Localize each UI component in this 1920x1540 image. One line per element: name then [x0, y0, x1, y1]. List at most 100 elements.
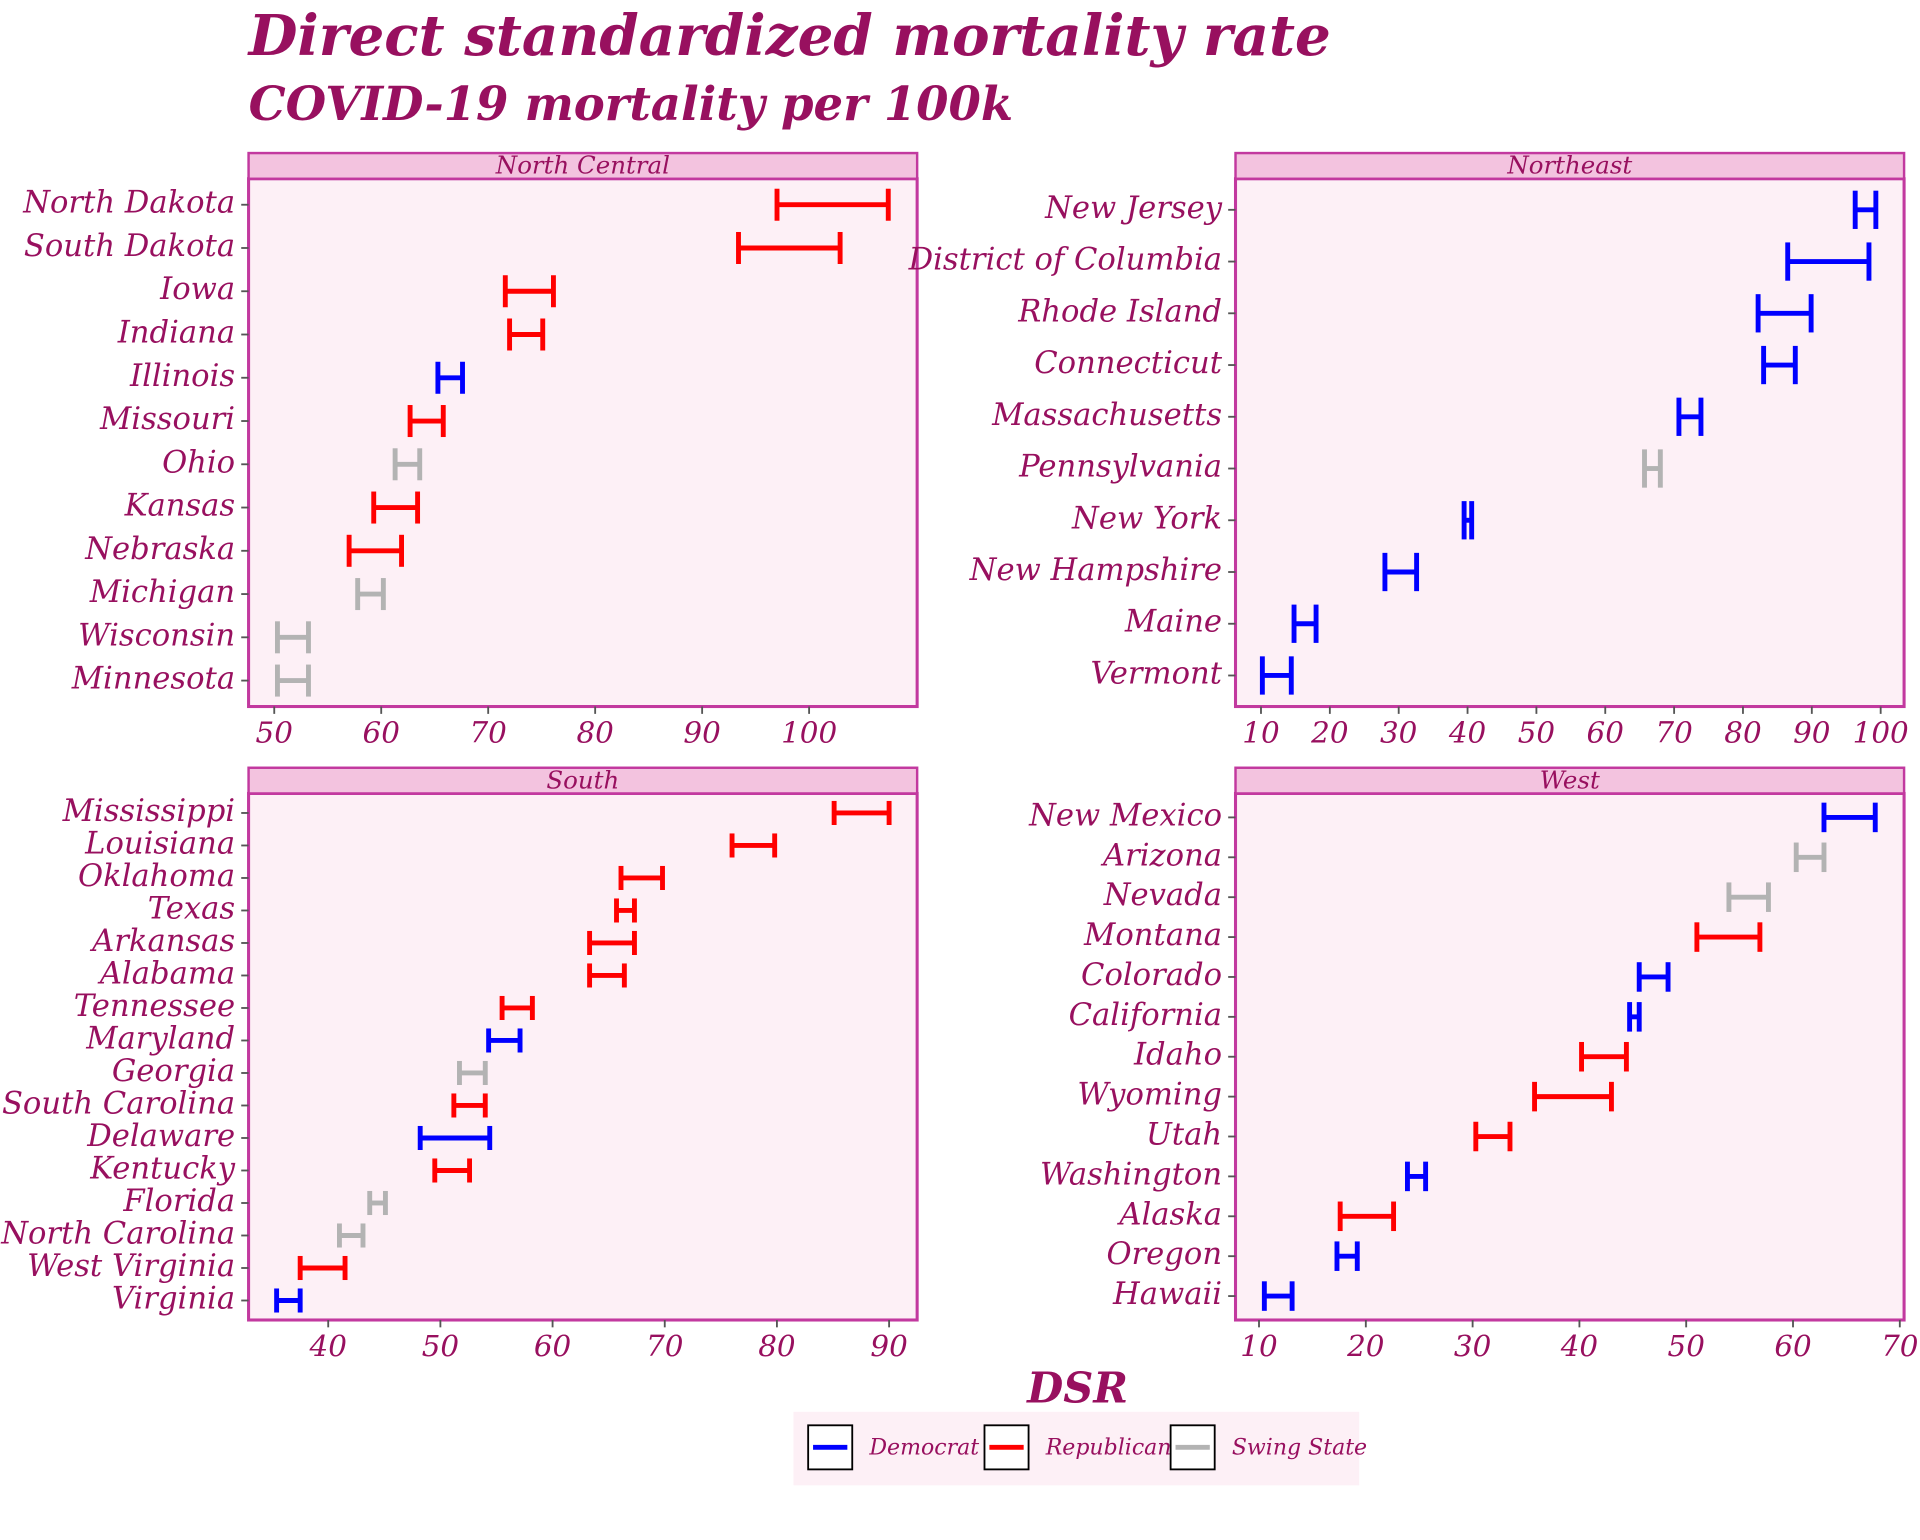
error-bar — [831, 800, 892, 825]
category-label: Iowa — [159, 272, 235, 307]
error-bar — [1261, 1281, 1295, 1311]
error-bar — [346, 534, 404, 567]
category-label: Tennessee — [74, 989, 235, 1024]
chart-title: Direct standardized mortality rate — [247, 3, 1331, 69]
x-tick-label: 70 — [646, 1329, 683, 1363]
x-tick-label: 30 — [1454, 1329, 1491, 1363]
error-bar — [407, 405, 446, 438]
error-bar — [417, 1125, 493, 1151]
error-bar — [336, 1223, 366, 1248]
category-label: Washington — [1040, 1157, 1222, 1192]
error-bar — [587, 930, 637, 956]
category-label: Vermont — [1091, 656, 1223, 691]
x-tick-label: 30 — [1380, 716, 1417, 750]
category-label: Texas — [148, 891, 235, 926]
category-label: Delaware — [86, 1119, 235, 1154]
category-label: North Dakota — [22, 186, 235, 221]
x-tick-label: 50 — [1518, 716, 1555, 750]
category-label: Idaho — [1133, 1038, 1222, 1073]
x-tick-label: 70 — [1655, 716, 1692, 750]
x-tick-label: 50 — [1668, 1329, 1705, 1363]
legend-label: Swing State — [1232, 1436, 1367, 1461]
x-tick-label: 40 — [1448, 716, 1486, 750]
category-label: District of Columbia — [908, 243, 1222, 278]
error-bar — [371, 491, 421, 524]
error-bar — [275, 664, 311, 697]
panel-background — [1233, 177, 1906, 709]
category-label: Alaska — [1116, 1197, 1222, 1232]
x-tick-label: 90 — [1793, 716, 1830, 750]
category-label: Massachusetts — [991, 398, 1222, 433]
category-label: Oregon — [1106, 1237, 1222, 1272]
error-bar — [1461, 501, 1475, 540]
category-label: Georgia — [112, 1054, 235, 1089]
error-bar — [1291, 604, 1319, 643]
category-label: Arkansas — [89, 924, 235, 959]
error-bar — [451, 1093, 488, 1118]
x-tick-label: 90 — [870, 1329, 907, 1363]
error-bar — [1259, 656, 1294, 695]
category-label: Oklahoma — [78, 859, 235, 894]
x-tick-label: 10 — [1242, 716, 1279, 750]
error-bar — [1636, 962, 1671, 992]
category-label: Wyoming — [1077, 1078, 1222, 1113]
category-label: Rhode Island — [1017, 294, 1222, 329]
category-label: Michigan — [89, 575, 235, 610]
category-label: Florida — [122, 1184, 235, 1219]
error-bar — [736, 231, 843, 264]
error-bar — [587, 963, 627, 988]
error-bar — [486, 1028, 523, 1053]
x-tick-label: 50 — [422, 1329, 459, 1363]
legend-box — [793, 1411, 1360, 1486]
x-tick-label: 80 — [576, 716, 613, 750]
error-bar — [1642, 449, 1663, 488]
x-axis-label: DSR — [1026, 1364, 1128, 1413]
error-bar — [1334, 1241, 1360, 1271]
category-label: South Carolina — [2, 1086, 235, 1121]
x-tick-label: 100 — [781, 716, 837, 750]
x-tick-label: 20 — [1346, 1329, 1384, 1363]
error-bar — [499, 995, 535, 1021]
x-tick-label: 60 — [363, 716, 400, 750]
error-bar — [774, 188, 891, 221]
category-label: Missouri — [99, 402, 235, 437]
error-bar — [1382, 552, 1420, 592]
category-label: Louisiana — [84, 826, 235, 861]
error-bar — [432, 1158, 473, 1183]
category-label: New Jersey — [1044, 191, 1223, 226]
x-tick-label: 60 — [1587, 716, 1624, 750]
category-label: Colorado — [1081, 958, 1222, 993]
error-bar — [1755, 294, 1814, 333]
category-label: New York — [1071, 501, 1222, 536]
error-bar — [275, 621, 311, 654]
error-bar — [502, 275, 556, 308]
category-label: Hawaii — [1112, 1277, 1222, 1312]
legend-label: Democrat — [868, 1436, 979, 1461]
error-bar — [274, 1288, 303, 1313]
error-bar — [1473, 1121, 1513, 1152]
category-label: Indiana — [117, 316, 235, 351]
error-bar — [618, 865, 665, 890]
legend-label: Republican — [1045, 1436, 1172, 1461]
error-bar — [1761, 345, 1798, 385]
category-label: New Mexico — [1028, 798, 1222, 833]
x-tick-label: 70 — [469, 716, 506, 750]
panel-background — [247, 791, 919, 1322]
x-tick-label: 80 — [758, 1329, 795, 1363]
x-tick-label: 40 — [309, 1329, 347, 1363]
category-label: Nevada — [1103, 878, 1222, 913]
error-bar — [1793, 842, 1827, 873]
error-bar — [1694, 922, 1763, 952]
x-tick-label: 10 — [1240, 1329, 1277, 1363]
category-label: Virginia — [112, 1281, 235, 1316]
category-label: Wisconsin — [78, 618, 235, 653]
error-bar — [1627, 1002, 1642, 1032]
strip — [1234, 151, 1906, 180]
category-label: Illinois — [129, 359, 235, 394]
category-label: Mississippi — [62, 794, 236, 829]
x-tick-label: 40 — [1560, 1329, 1598, 1363]
strip-title: West — [1540, 765, 1600, 794]
error-bar — [1785, 242, 1872, 281]
category-label: Utah — [1146, 1118, 1222, 1153]
error-bar — [1852, 190, 1879, 229]
